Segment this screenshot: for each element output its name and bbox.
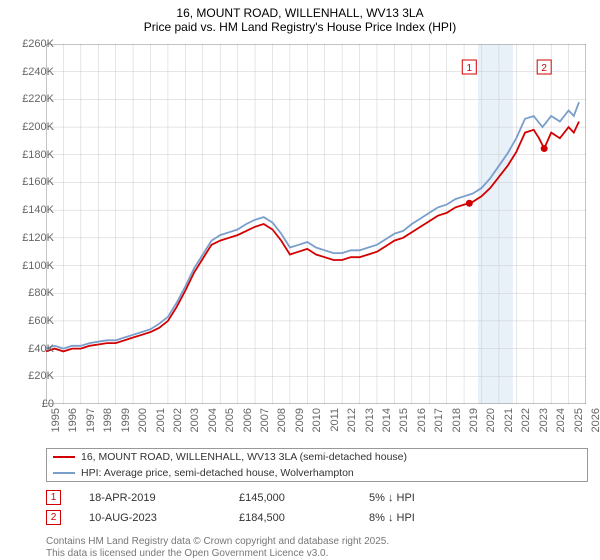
chart-svg: 12: [46, 44, 586, 404]
legend-label: HPI: Average price, semi-detached house,…: [81, 467, 354, 479]
svg-text:1: 1: [467, 63, 473, 74]
y-axis-tick-label: £260K: [10, 38, 54, 50]
legend-label: 16, MOUNT ROAD, WILLENHALL, WV13 3LA (se…: [81, 451, 407, 463]
x-axis-tick-label: 2020: [485, 408, 497, 432]
legend-box: 16, MOUNT ROAD, WILLENHALL, WV13 3LA (se…: [46, 448, 588, 482]
sale-record-row: 2 10-AUG-2023£184,5008% ↓ HPI: [46, 510, 586, 525]
x-axis-tick-label: 2012: [346, 408, 358, 432]
x-axis-tick-label: 2019: [468, 408, 480, 432]
sale-diff: 5% ↓ HPI: [369, 492, 469, 504]
x-axis-tick-label: 2010: [311, 408, 323, 432]
y-axis-tick-label: £20K: [10, 370, 54, 382]
x-axis-tick-label: 2005: [224, 408, 236, 432]
x-axis-tick-label: 1995: [50, 408, 62, 432]
footer-line1: Contains HM Land Registry data © Crown c…: [46, 536, 389, 547]
y-axis-tick-label: £120K: [10, 232, 54, 244]
x-axis-tick-label: 2004: [207, 408, 219, 432]
x-axis-tick-label: 2016: [416, 408, 428, 432]
x-axis-tick-label: 2007: [259, 408, 271, 432]
x-axis-tick-label: 1997: [85, 408, 97, 432]
x-axis-tick-label: 2009: [294, 408, 306, 432]
footer-line2: This data is licensed under the Open Gov…: [46, 548, 328, 559]
x-axis-tick-label: 2001: [155, 408, 167, 432]
sale-point-1: [466, 200, 473, 207]
x-axis-tick-label: 2000: [137, 408, 149, 432]
sale-diff: 8% ↓ HPI: [369, 512, 469, 524]
x-axis-tick-label: 2011: [329, 408, 341, 432]
sale-price: £184,500: [239, 512, 369, 524]
x-axis-tick-label: 2013: [364, 408, 376, 432]
sale-marker-box: 2: [46, 510, 61, 525]
x-axis-tick-label: 2006: [242, 408, 254, 432]
y-axis-tick-label: £40K: [10, 343, 54, 355]
sale-record-row: 1 18-APR-2019£145,0005% ↓ HPI: [46, 490, 586, 505]
legend-swatch: [53, 472, 75, 474]
x-axis-tick-label: 2014: [381, 408, 393, 432]
x-axis-tick-label: 2022: [520, 408, 532, 432]
chart-title-line1: 16, MOUNT ROAD, WILLENHALL, WV13 3LA: [0, 6, 600, 20]
chart-plot-area: 12: [46, 44, 586, 404]
sale-date: 10-AUG-2023: [89, 512, 239, 524]
y-axis-tick-label: £220K: [10, 93, 54, 105]
legend-item: 16, MOUNT ROAD, WILLENHALL, WV13 3LA (se…: [47, 449, 587, 465]
y-axis-tick-label: £240K: [10, 66, 54, 78]
x-axis-tick-label: 2023: [538, 408, 550, 432]
x-axis-tick-label: 2008: [276, 408, 288, 432]
x-axis-tick-label: 2003: [189, 408, 201, 432]
y-axis-tick-label: £80K: [10, 287, 54, 299]
y-axis-tick-label: £160K: [10, 176, 54, 188]
sale-date: 18-APR-2019: [89, 492, 239, 504]
x-axis-tick-label: 2017: [433, 408, 445, 432]
x-axis-tick-label: 1999: [120, 408, 132, 432]
x-axis-tick-label: 2021: [503, 408, 515, 432]
sale-price: £145,000: [239, 492, 369, 504]
y-axis-tick-label: £60K: [10, 315, 54, 327]
sale-point-2: [541, 145, 548, 152]
x-axis-tick-label: 2015: [398, 408, 410, 432]
chart-title-line2: Price paid vs. HM Land Registry's House …: [0, 20, 600, 34]
x-axis-tick-label: 2018: [451, 408, 463, 432]
svg-text:2: 2: [541, 63, 547, 74]
legend-swatch: [53, 456, 75, 458]
x-axis-tick-label: 1998: [102, 408, 114, 432]
x-axis-tick-label: 2024: [555, 408, 567, 432]
x-axis-tick-label: 2026: [590, 408, 600, 432]
y-axis-tick-label: £140K: [10, 204, 54, 216]
y-axis-tick-label: £180K: [10, 149, 54, 161]
x-axis-tick-label: 1996: [67, 408, 79, 432]
x-axis-tick-label: 2025: [573, 408, 585, 432]
sale-marker-box: 1: [46, 490, 61, 505]
y-axis-tick-label: £100K: [10, 260, 54, 272]
y-axis-tick-label: £200K: [10, 121, 54, 133]
legend-item: HPI: Average price, semi-detached house,…: [47, 465, 587, 481]
x-axis-tick-label: 2002: [172, 408, 184, 432]
y-axis-tick-label: £0: [10, 398, 54, 410]
